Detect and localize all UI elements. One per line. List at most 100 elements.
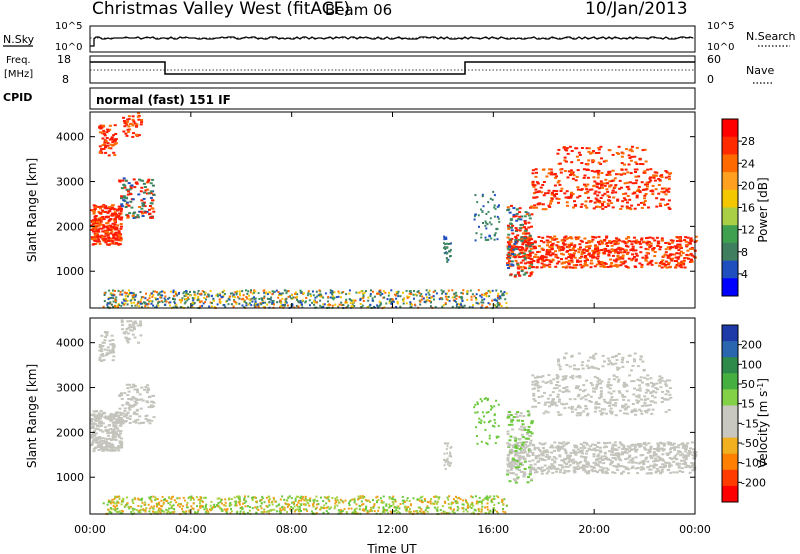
echo-cell — [550, 463, 554, 466]
echo-cell — [101, 209, 104, 212]
echo-cell — [124, 206, 128, 208]
echo-cell — [126, 295, 129, 298]
echo-cell — [147, 213, 151, 216]
echo-cell — [679, 451, 683, 454]
echo-cell — [596, 205, 600, 208]
echo-cell — [145, 192, 149, 195]
echo-cell — [668, 254, 672, 257]
echo-cell — [506, 257, 510, 260]
echo-cell — [112, 504, 115, 507]
echo-cell — [105, 334, 109, 337]
echo-cell — [99, 354, 103, 357]
echo-cell — [353, 512, 356, 515]
echo-cell — [536, 256, 540, 259]
echo-cell — [164, 298, 167, 301]
echo-cell — [383, 508, 385, 511]
echo-cell — [576, 196, 580, 199]
echo-cell — [299, 503, 302, 506]
echo-cell — [131, 326, 135, 329]
echo-cell — [106, 128, 109, 131]
echo-cell — [674, 265, 678, 268]
echo-cell — [600, 183, 604, 186]
echo-cell — [134, 181, 138, 184]
echo-cell — [506, 470, 510, 473]
echo-cell — [365, 507, 368, 509]
echo-cell — [541, 451, 545, 454]
echo-cell — [419, 294, 422, 297]
echo-cell — [634, 182, 638, 185]
echo-cell — [294, 497, 297, 500]
echo-cell — [134, 216, 138, 219]
echo-cell — [547, 455, 551, 458]
echo-cell — [402, 299, 405, 302]
echo-cell — [489, 197, 492, 200]
echo-cell — [112, 417, 116, 420]
echo-cell — [596, 455, 600, 458]
echo-cell — [676, 452, 680, 455]
echo-cell — [633, 168, 637, 171]
echo-cell — [229, 502, 232, 504]
echo-cell — [93, 434, 97, 437]
echo-cell — [118, 440, 122, 443]
echo-cell — [617, 258, 621, 261]
echo-cell — [154, 496, 157, 499]
echo-cell — [141, 501, 144, 504]
echo-cell — [356, 512, 359, 515]
echo-cell — [281, 495, 284, 498]
echo-cell — [108, 414, 112, 417]
echo-cell — [523, 429, 527, 431]
echo-cell — [109, 446, 113, 449]
echo-cell — [153, 511, 156, 514]
echo-cell — [112, 289, 114, 292]
echo-cell — [480, 208, 482, 211]
echo-cell — [139, 190, 143, 193]
echo-cell — [436, 495, 439, 498]
echo-cell — [430, 296, 433, 299]
echo-cell — [434, 289, 437, 292]
echo-cell — [180, 299, 183, 302]
echo-cell — [204, 301, 206, 304]
echo-cell — [247, 294, 250, 297]
echo-cell — [473, 218, 476, 221]
echo-cell — [429, 500, 432, 503]
echo-cell — [122, 116, 125, 119]
echo-cell — [369, 510, 371, 513]
echo-cell — [122, 130, 126, 133]
echo-cell — [576, 462, 580, 465]
echo-cell — [627, 154, 631, 157]
echo-cell — [221, 295, 224, 298]
echo-cell — [309, 304, 311, 307]
echo-cell — [643, 170, 647, 173]
echo-cell — [634, 171, 637, 173]
echo-cell — [139, 210, 143, 213]
echo-cell — [677, 450, 680, 453]
echo-cell — [158, 509, 161, 512]
echo-cell — [113, 446, 117, 449]
echo-cell — [508, 249, 512, 252]
echo-cell — [377, 499, 380, 501]
echo-cell — [111, 348, 115, 351]
echo-cell — [119, 446, 123, 449]
echo-cell — [622, 447, 626, 449]
echo-cell — [536, 258, 540, 261]
echo-cell — [355, 503, 358, 506]
echo-cell — [625, 148, 628, 151]
echo-cell — [101, 230, 105, 233]
echo-cell — [405, 510, 408, 513]
echo-cell — [119, 227, 123, 230]
echo-cell — [628, 454, 632, 457]
echo-cell — [260, 507, 263, 510]
echo-cell — [143, 205, 147, 208]
echo-cell — [561, 242, 565, 245]
echo-cell — [348, 502, 350, 505]
echo-cell — [388, 497, 391, 500]
echo-cell — [487, 210, 490, 213]
echo-cell — [564, 450, 568, 453]
echo-cell — [270, 296, 273, 299]
echo-cell — [486, 505, 489, 508]
echo-cell — [660, 447, 664, 450]
echo-cell — [573, 200, 576, 203]
echo-cell — [140, 499, 143, 502]
echo-cell — [587, 470, 591, 473]
echo-cell — [647, 241, 651, 243]
